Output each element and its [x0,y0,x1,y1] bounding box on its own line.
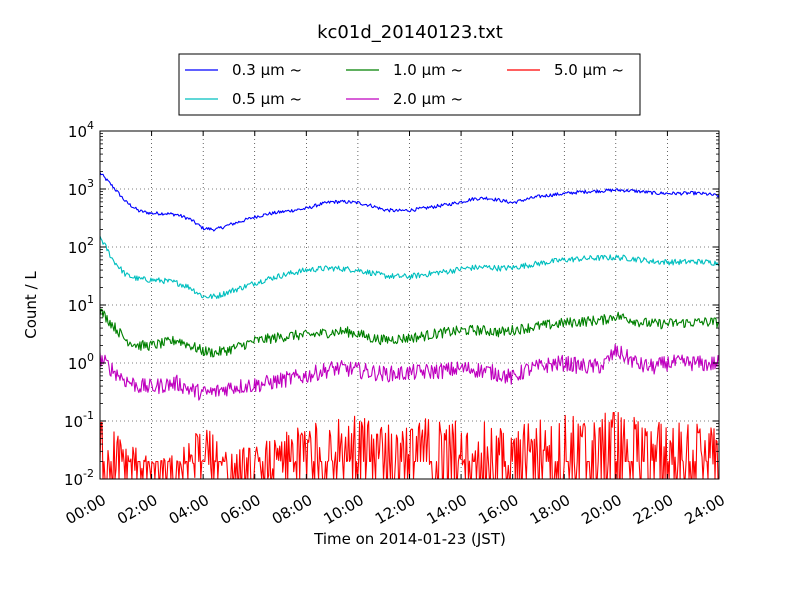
y-tick-label: 10-1 [64,409,94,431]
legend: 0.3 μm ~ 0.5 μm ~ 1.0 μm ~ 2.0 μm ~ 5.0 μm ~ [178,53,641,116]
series-line-2 [100,308,719,358]
series-line-3 [100,343,719,401]
legend-label: 0.5 μm ~ [232,90,302,108]
y-tick-label: 102 [68,235,94,257]
x-axis-label: Time on 2014-01-23 (JST) [313,530,506,548]
series-line-0 [100,172,719,232]
series-line-1 [100,235,719,300]
legend-box [178,53,641,116]
series-lines [100,172,719,479]
y-tick-label: 103 [68,177,94,199]
axis-ticks [99,130,720,480]
chart-title: kc01d_20140123.txt [317,22,503,43]
y-tick-label: 101 [68,293,94,315]
legend-label: 1.0 μm ~ [393,61,463,79]
y-tick-label: 10-2 [64,467,94,489]
legend-label: 2.0 μm ~ [393,90,463,108]
y-axis-label: Count / L [22,271,40,339]
y-tick-label: 104 [68,119,94,141]
y-tick-label: 100 [68,351,94,373]
y-tick-labels: 10-2 10-1 100 101 102 103 104 [64,119,94,489]
series-line-4 [100,411,719,479]
legend-label: 0.3 μm ~ [232,61,302,79]
legend-label: 5.0 μm ~ [554,61,624,79]
